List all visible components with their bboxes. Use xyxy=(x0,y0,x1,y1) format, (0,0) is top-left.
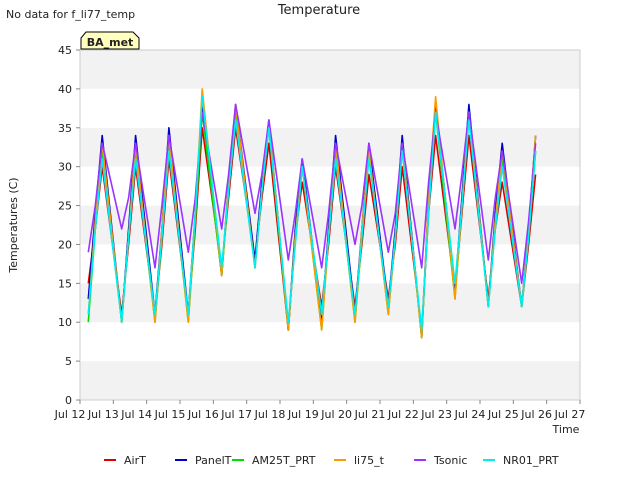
x-tick-label: Jul 23 xyxy=(420,408,452,421)
x-tick-label: Jul 18 xyxy=(254,408,286,421)
y-tick-label: 20 xyxy=(58,238,72,251)
x-axis-label: Time xyxy=(552,423,580,436)
x-tick-label: Jul 15 xyxy=(154,408,186,421)
legend-label: AM25T_PRT xyxy=(252,454,316,467)
series-lines xyxy=(87,88,537,339)
y-tick-label: 10 xyxy=(58,316,72,329)
badge-shape xyxy=(80,31,140,50)
series-line-tsonic xyxy=(87,103,537,285)
plot-band xyxy=(80,50,580,89)
x-tick-label: Jul 12 xyxy=(54,408,86,421)
plot-band xyxy=(80,88,580,128)
badge-label: BA_met xyxy=(87,36,134,49)
y-axis: 0 5 10 15 20 25 30 35 40 45 xyxy=(58,44,80,407)
x-tick-label: Jul 16 xyxy=(187,408,219,421)
x-tick-label: Jul 14 xyxy=(120,408,152,421)
plot-band xyxy=(80,283,580,323)
x-tick-label: Jul 27 xyxy=(554,408,586,421)
x-tick-label: Jul 21 xyxy=(354,408,386,421)
plot-band xyxy=(80,244,580,284)
y-tick-label: 15 xyxy=(58,277,72,290)
legend-label: li75_t xyxy=(354,454,385,467)
y-tick-label: 35 xyxy=(58,122,72,135)
legend: AirT PanelT AM25T_PRT li75_t Tsonic NR01_PRT xyxy=(104,454,559,467)
y-tick-label: 0 xyxy=(65,394,72,407)
y-axis-label: Temperatures (C) xyxy=(7,177,20,273)
x-tick-label: Jul 22 xyxy=(387,408,419,421)
legend-label: Tsonic xyxy=(433,454,467,467)
y-tick-label: 40 xyxy=(58,83,72,96)
x-tick-label: Jul 26 xyxy=(520,408,552,421)
y-tick-label: 45 xyxy=(58,44,72,57)
x-tick-label: Jul 17 xyxy=(220,408,252,421)
legend-label: AirT xyxy=(124,454,146,467)
plot-frame xyxy=(79,49,581,401)
plot-band xyxy=(80,127,580,167)
plot-band xyxy=(80,361,580,400)
y-tick-label: 30 xyxy=(58,161,72,174)
x-tick-label: Jul 20 xyxy=(320,408,352,421)
x-tick-label: Jul 19 xyxy=(287,408,319,421)
series-line-nr01-prt xyxy=(87,95,537,331)
plot-band xyxy=(80,322,580,362)
x-axis: Jul 12 Jul 13 Jul 14 Jul 15 Jul 16 Jul 17 Jul … xyxy=(54,400,586,421)
legend-label: NR01_PRT xyxy=(503,454,559,467)
x-tick-label: Jul 25 xyxy=(487,408,519,421)
no-data-text: No data for f_li77_temp xyxy=(6,8,135,21)
ba-met-badge: BA_met xyxy=(80,31,140,50)
x-tick-label: Jul 24 xyxy=(454,408,486,421)
x-tick-label: Jul 13 xyxy=(87,408,119,421)
chart-title: Temperature xyxy=(277,3,360,18)
y-tick-label: 5 xyxy=(65,355,72,368)
legend-label: PanelT xyxy=(195,454,232,467)
y-tick-label: 25 xyxy=(58,200,72,213)
